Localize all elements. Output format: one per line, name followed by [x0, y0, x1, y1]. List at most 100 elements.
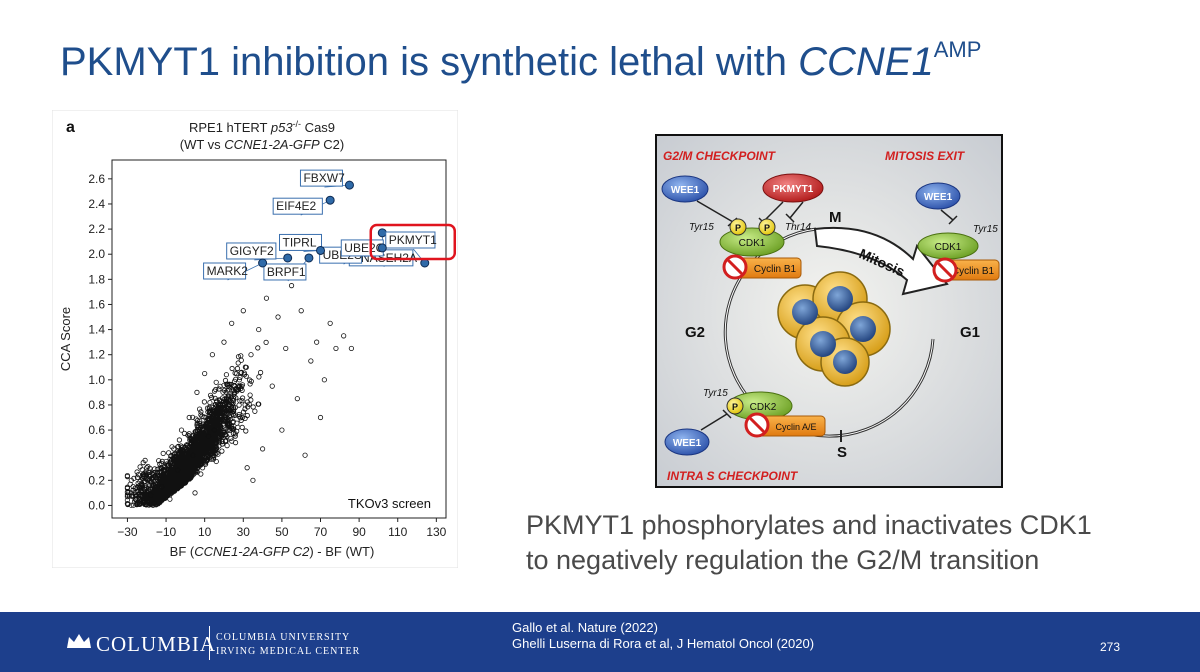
data-point [163, 458, 169, 465]
x-tick-label: 30 [237, 525, 251, 539]
x-tick-label: 70 [314, 525, 328, 539]
data-point [321, 377, 327, 383]
data-point [348, 345, 354, 352]
phase-s-label: S [837, 444, 847, 461]
footer-divider [209, 626, 210, 660]
data-point [240, 308, 246, 314]
y-tick-label: 0.6 [88, 423, 105, 437]
data-point [232, 440, 239, 446]
no-entry-icon [932, 257, 958, 283]
plot-frame [111, 159, 447, 519]
data-point [182, 480, 188, 486]
data-point [275, 314, 281, 320]
y-tick-label: 2.4 [88, 197, 105, 211]
data-point [308, 358, 314, 364]
y-tick-label: 2.6 [88, 172, 105, 186]
y-tick-label: 2.2 [88, 222, 105, 236]
data-point [225, 421, 231, 427]
svg-text:WEE1: WEE1 [924, 192, 953, 203]
caption: PKMYT1 phosphorylates and inactivates CD… [526, 508, 1092, 578]
gene-point [283, 253, 293, 263]
gene-label: PKMYT1 [389, 233, 437, 247]
data-point [279, 427, 285, 433]
pkmyt1-inhibit-line-2 [785, 201, 804, 223]
title-text: PKMYT1 inhibition is synthetic lethal wi… [60, 40, 799, 84]
data-point [132, 496, 138, 502]
chart-title-line1: RPE1 hTERT p53-/- Cas9 [189, 119, 335, 135]
phospho-tyr15 [729, 218, 747, 236]
phospho-cdk2 [726, 397, 744, 415]
data-point [327, 320, 333, 326]
cdk1-label: CDK1 [739, 238, 766, 249]
data-point [175, 467, 181, 473]
data-point [171, 446, 177, 452]
data-point [294, 396, 300, 402]
gene-point [344, 180, 354, 190]
x-tick-label: 90 [352, 525, 366, 539]
wee1-s-inhibit-line [700, 409, 732, 431]
gene-label-box [203, 262, 247, 280]
data-point [198, 471, 204, 477]
x-tick-label: −10 [156, 525, 177, 539]
cell-cycle-diagram: G2/M CHECKPOINT MITOSIS EXIT INTRA S CHE… [655, 134, 1003, 488]
data-point [302, 452, 308, 458]
pkmyt1-highlight-box [369, 223, 457, 261]
data-point [298, 308, 304, 314]
data-point [317, 414, 324, 421]
x-tick-label: 130 [426, 525, 446, 539]
mitotic-cells [777, 271, 891, 387]
data-point [194, 389, 200, 395]
data-point [217, 402, 223, 408]
thr14-label: Thr14 [785, 222, 812, 233]
svg-text:Tyr15: Tyr15 [703, 388, 728, 399]
x-tick-label: 110 [388, 525, 407, 539]
x-tick-label: 50 [275, 525, 289, 539]
data-point [202, 370, 208, 377]
unit-line-2: IRVING MEDICAL CENTER [216, 646, 361, 657]
svg-text:WEE1: WEE1 [673, 438, 702, 449]
phase-g1-label: G1 [960, 324, 980, 341]
reference-1: Gallo et al. Nature (2022) [512, 620, 658, 635]
data-point [178, 427, 185, 433]
no-entry-icon [744, 412, 770, 438]
unit-line-1: COLUMBIA UNIVERSITY [216, 632, 351, 643]
y-tick-label: 1.4 [88, 323, 105, 337]
reference-2: Ghelli Luserna di Rora et al, J Hematol … [512, 636, 815, 651]
data-point [213, 458, 219, 465]
data-point [314, 339, 320, 345]
gene-label: EIF4E2 [276, 199, 316, 213]
scatter-points [128, 283, 354, 506]
y-tick-label: 0.0 [88, 498, 105, 512]
caption-line-2: to negatively regulation the G2/M transi… [526, 545, 1040, 575]
data-point [205, 433, 212, 439]
gene-label: GIGYF2 [230, 244, 274, 258]
x-tick-label: −30 [117, 525, 138, 539]
data-point [148, 492, 154, 498]
data-point [256, 326, 262, 333]
data-point [288, 283, 295, 289]
svg-text:P: P [764, 223, 770, 233]
data-point [159, 483, 165, 490]
y-tick-label: 1.8 [88, 272, 105, 286]
data-point [229, 320, 235, 326]
crown-icon [67, 634, 91, 648]
data-point [269, 383, 275, 389]
data-point [144, 465, 150, 471]
panel-label: a [66, 119, 75, 136]
svg-text:CDK1: CDK1 [935, 242, 962, 253]
cyclin-ae-label: Cyclin A/E [775, 422, 816, 432]
gene-point [258, 258, 268, 268]
data-point [192, 490, 198, 496]
gene-point [377, 228, 387, 238]
x-axis-ticks: −30 −10 10 30 50 70 90 110 130 [117, 518, 447, 539]
point-cloud [124, 339, 269, 508]
x-axis-label: BF (CCNE1-2A-GFP C2) - BF (WT) [170, 544, 375, 559]
data-point [167, 496, 173, 502]
pkmyt1-node [762, 173, 824, 203]
cyclin-b1-label: Cyclin B1 [754, 264, 797, 275]
screen-annotation: TKOv3 screen [348, 496, 431, 511]
scatter-chart: a RPE1 hTERT p53-/- Cas9 (WT vs CCNE1-2A… [52, 110, 458, 568]
data-point [248, 352, 254, 358]
gene-label: BRPF1 [267, 265, 306, 279]
y-tick-label: 0.8 [88, 398, 105, 412]
